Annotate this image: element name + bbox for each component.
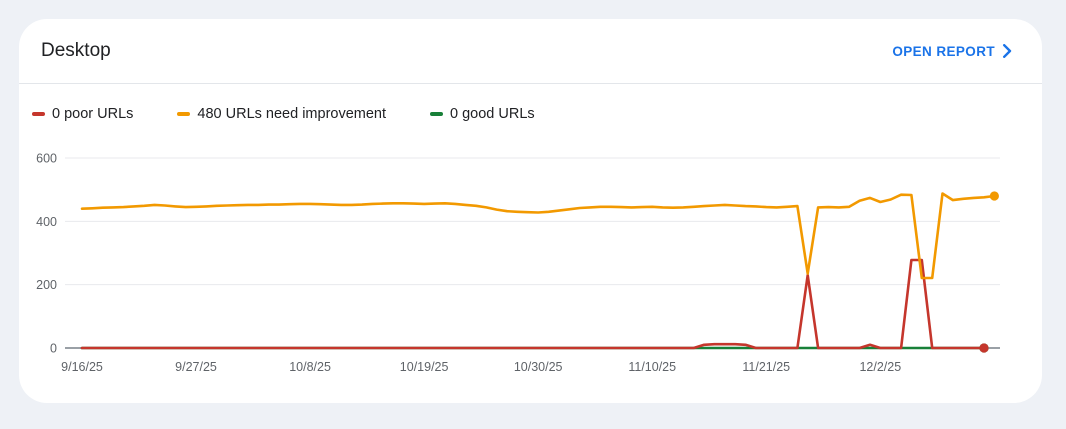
x-axis-label: 12/2/25 (859, 360, 901, 374)
y-axis-label: 200 (36, 278, 57, 292)
legend-item-needs-improvement[interactable]: 480 URLs need improvement (177, 106, 386, 122)
legend-item-poor[interactable]: 0 poor URLs (32, 106, 133, 122)
x-axis-label: 10/30/25 (514, 360, 563, 374)
open-report-link[interactable]: OPEN REPORT (892, 44, 1012, 59)
good-series-swatch-icon (430, 112, 444, 116)
x-axis-label: 9/16/25 (61, 360, 103, 374)
series-line (80, 192, 996, 280)
y-axis-label: 0 (50, 342, 57, 356)
x-axis-label: 11/21/25 (742, 360, 790, 374)
card-header: Desktop OPEN REPORT (19, 19, 1042, 84)
poor-series-swatch-icon (32, 112, 45, 116)
chevron-right-icon (1003, 44, 1012, 58)
x-axis-label: 10/8/25 (289, 360, 331, 374)
series-line (80, 258, 986, 350)
x-axis-label: 11/10/25 (628, 360, 676, 374)
x-axis-label: 9/27/25 (175, 360, 217, 374)
open-report-label: OPEN REPORT (892, 43, 995, 59)
desktop-core-web-vitals-card: Desktop OPEN REPORT 0 poor URLs 480 URLs… (19, 19, 1042, 403)
legend-label: 0 good URLs (450, 106, 535, 122)
series-endpoint-dot (979, 343, 989, 353)
y-axis-label: 600 (36, 152, 57, 166)
legend-label: 0 poor URLs (52, 106, 134, 122)
y-axis-label: 400 (36, 215, 57, 229)
chart-svg: 0 200 400 600 9/16/25 9/27/25 10/8/25 10/19/25 1… (36, 152, 1000, 374)
x-axis-label: 10/19/25 (400, 360, 449, 374)
page-title: Desktop (41, 40, 111, 61)
line-chart: 0 200 400 600 9/16/25 9/27/25 10/8/25 10/19/25 1… (19, 139, 1042, 403)
legend-item-good[interactable]: 0 good URLs (430, 106, 535, 122)
needs-improvement-series-swatch-icon (177, 112, 191, 116)
series-endpoint-dot (989, 191, 999, 201)
legend: 0 poor URLs 480 URLs need improvement 0 … (19, 84, 1042, 124)
legend-label: 480 URLs need improvement (197, 106, 387, 122)
